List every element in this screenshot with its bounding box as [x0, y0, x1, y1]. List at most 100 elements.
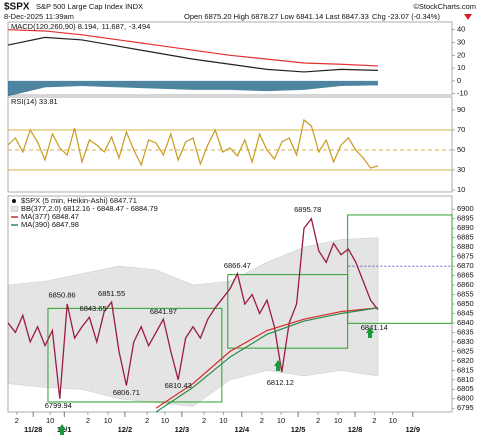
y-tick-label: 6855 [457, 290, 474, 299]
y-tick-label: 6850 [457, 299, 474, 308]
y-tick-label: 6810 [457, 375, 474, 384]
signal-arrow [276, 366, 280, 371]
y-tick-label: 6900 [457, 204, 474, 213]
price-label: 6812.12 [267, 378, 294, 387]
price-label: 6851.55 [98, 289, 125, 298]
price-label: 6799.94 [45, 401, 72, 410]
y-tick-label: 30 [457, 37, 465, 46]
series-line [7, 118, 379, 169]
legend-swatch [10, 206, 19, 212]
legend-text: MACD(120,260,90) 8.194, [11, 22, 99, 31]
date-label: 11/28 [24, 425, 42, 434]
date-label: 12/8 [348, 425, 363, 434]
x-tick-label: 10 [161, 416, 169, 425]
series-line [7, 29, 379, 67]
y-tick-label: 6825 [457, 346, 474, 355]
bollinger-band [7, 237, 379, 407]
panel-frame [7, 96, 453, 193]
y-tick-label: -10 [457, 89, 468, 98]
index-name: S&P 500 Large Cap Index INDX [36, 2, 143, 11]
y-tick-label: 6895 [457, 214, 474, 223]
signal-arrow [368, 333, 372, 338]
y-tick-label: 6880 [457, 242, 474, 251]
date-label: 12/2 [118, 425, 133, 434]
legend-text: $SPX (5 min, Heikin-Ashi) 6847.71 [21, 196, 137, 205]
panel-label: RSI(14) 33.81 [11, 97, 58, 106]
ohlc: Open 6875.20 High 6878.27 Low 6841.14 La… [184, 12, 369, 21]
x-tick-label: 2 [86, 416, 90, 425]
y-tick-label: 6875 [457, 252, 474, 261]
x-tick-label: 10 [219, 416, 227, 425]
signal-arrow [274, 360, 282, 366]
series-line [7, 217, 379, 399]
legend-text: BB(377,2.0) 6812.16 - 6848.47 - 6884.79 [21, 204, 158, 213]
legend-text: -3.494 [129, 22, 150, 31]
price-label: 6841.14 [361, 323, 388, 332]
y-tick-label: 6845 [457, 308, 474, 317]
y-tick-label: 6795 [457, 403, 474, 412]
y-tick-label: 6820 [457, 356, 474, 365]
date-label: 12/3 [175, 425, 190, 434]
y-tick-label: 0 [457, 76, 461, 85]
x-tick-label: 2 [260, 416, 264, 425]
y-tick-label: 10 [457, 185, 465, 194]
date: 8-Dec-2025 11:39am [4, 12, 74, 21]
y-tick-label: 20 [457, 50, 465, 59]
legend-swatch [12, 199, 16, 203]
date-label: 12/5 [291, 425, 306, 434]
y-tick-label: 6890 [457, 223, 474, 232]
signal-arrow [366, 327, 374, 333]
price-label: 6841.97 [150, 307, 177, 316]
price-label: 6806.71 [113, 388, 140, 397]
y-tick-label: 50 [457, 145, 465, 154]
x-tick-label: 2 [145, 416, 149, 425]
y-tick-label: 6865 [457, 271, 474, 280]
y-tick-label: 6830 [457, 337, 474, 346]
legend-text: 11.687, [102, 22, 126, 31]
x-tick-label: 2 [372, 416, 376, 425]
y-tick-label: 6885 [457, 233, 474, 242]
x-tick-label: 10 [46, 416, 54, 425]
series-line [155, 307, 379, 413]
x-tick-label: 2 [316, 416, 320, 425]
y-tick-label: 6800 [457, 394, 474, 403]
x-tick-label: 2 [202, 416, 206, 425]
date-label: 12/9 [405, 425, 420, 434]
credit: ©StockCharts.com [413, 2, 476, 11]
x-tick-label: 10 [334, 416, 342, 425]
x-tick-label: 2 [15, 416, 19, 425]
y-tick-label: 30 [457, 165, 465, 174]
histogram-area [8, 80, 378, 97]
price-label: 6850.86 [48, 290, 75, 299]
date-label: 12/4 [235, 425, 250, 434]
x-tick-label: 10 [389, 416, 397, 425]
x-tick-label: 10 [277, 416, 285, 425]
panel-frame [7, 21, 453, 96]
y-tick-label: 40 [457, 25, 465, 34]
legend-text: MA(390) 6847.98 [21, 220, 79, 229]
y-tick-label: 90 [457, 105, 465, 114]
y-tick-label: 10 [457, 63, 465, 72]
series-line [7, 36, 379, 73]
price-label: 6895.78 [294, 205, 321, 214]
y-tick-label: 6860 [457, 280, 474, 289]
down-arrow-icon [464, 14, 472, 20]
signal-arrow [60, 430, 64, 435]
legend-text: MA(377) 6848.47 [21, 212, 79, 221]
price-label: 6843.65 [80, 304, 107, 313]
y-tick-label: 6835 [457, 327, 474, 336]
signal-arrow [58, 424, 66, 430]
y-tick-label: 70 [457, 125, 465, 134]
series-line [155, 307, 379, 409]
y-tick-label: 6840 [457, 318, 474, 327]
range-box [47, 307, 223, 403]
price-label: 6810.43 [165, 381, 192, 390]
y-tick-label: 6805 [457, 384, 474, 393]
range-box [347, 214, 453, 324]
price-label: 6866.47 [224, 261, 251, 270]
x-tick-label: 10 [104, 416, 112, 425]
symbol: $SPX [4, 2, 30, 13]
y-tick-label: 6815 [457, 365, 474, 374]
